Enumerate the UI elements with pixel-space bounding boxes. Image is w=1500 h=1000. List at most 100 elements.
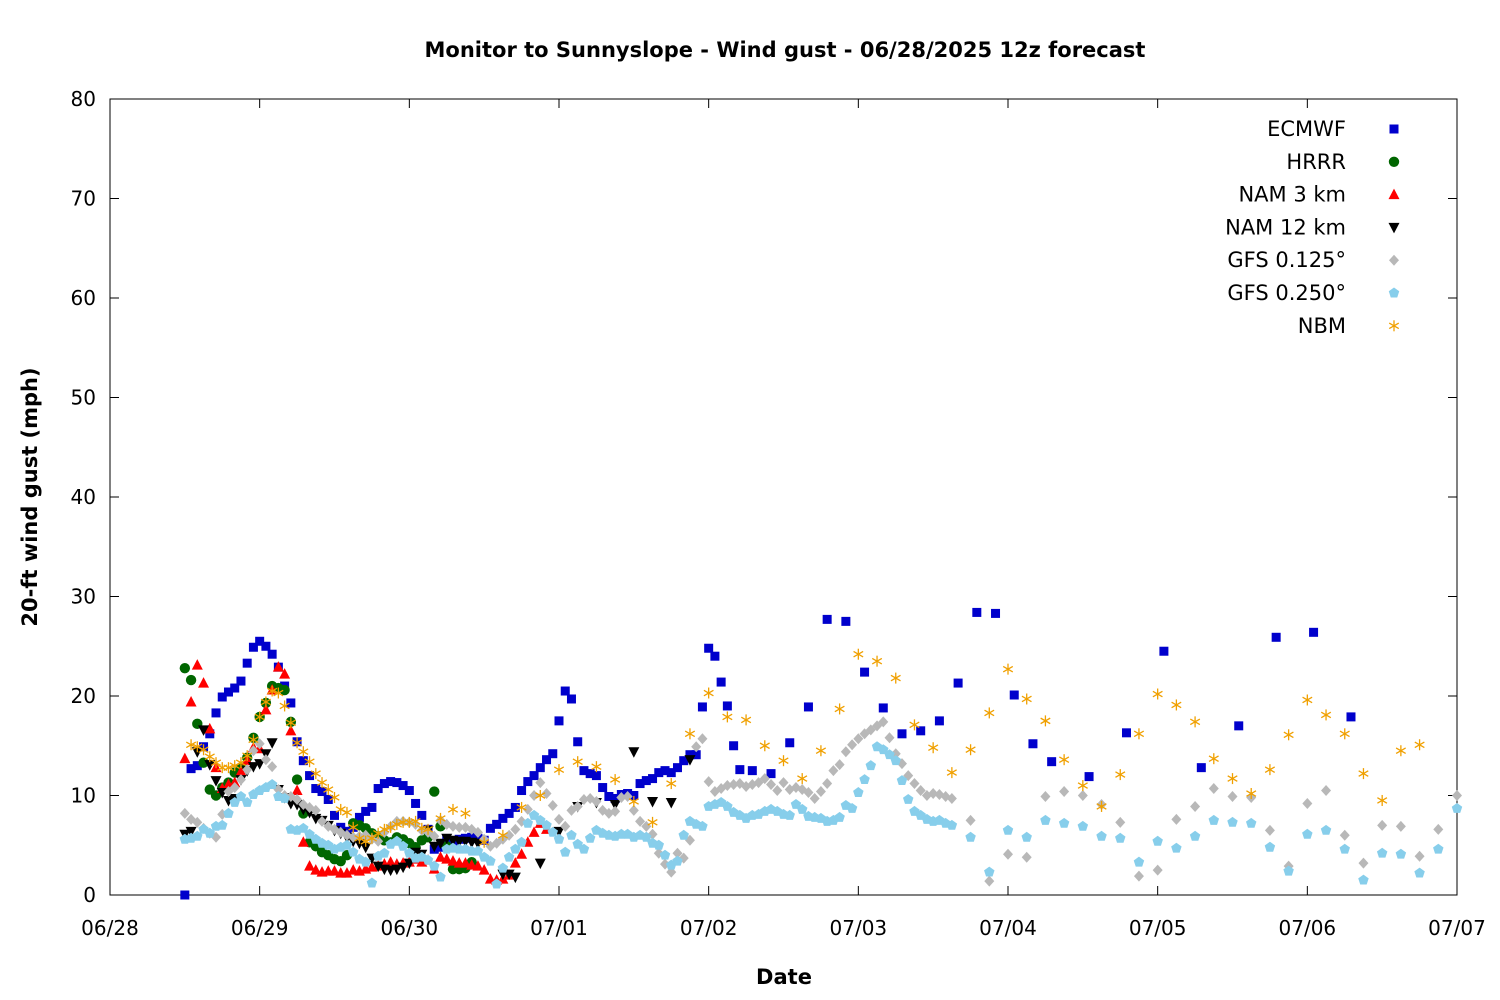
data-point-nbm (853, 648, 864, 660)
data-point-nam-12-km (628, 747, 640, 758)
data-point-gfs-0-250 (1395, 848, 1407, 859)
data-point-nbm (928, 742, 939, 754)
data-point-ecmwf (1196, 763, 1206, 773)
y-tick-label: 70 (71, 187, 96, 211)
data-point-nbm (890, 672, 901, 684)
data-point-gfs-0-125 (759, 773, 770, 785)
data-point-gfs-0-125 (1077, 790, 1088, 801)
legend-marker-nam-3-km (1388, 188, 1400, 200)
data-point-gfs-0-250 (304, 828, 315, 839)
data-point-nbm (379, 823, 390, 835)
data-point-nam-12-km (428, 841, 440, 853)
data-point-ecmwf (373, 784, 383, 794)
data-point-ecmwf (785, 738, 795, 748)
data-point-nbm (1227, 773, 1238, 785)
data-point-gfs-0-125 (834, 759, 845, 771)
data-point-gfs-0-250 (298, 822, 309, 833)
data-point-nam-3-km (385, 856, 397, 867)
data-point-nam-3-km (285, 724, 297, 736)
data-point-ecmwf (354, 812, 364, 822)
x-tick-label: 07/04 (979, 916, 1037, 940)
legend-label-ecmwf: ECMWF (1267, 117, 1346, 141)
x-axis: 06/28 06/29 06/30 07/01 07/02 07/03 07/04 07/05… (81, 99, 1486, 940)
data-point-gfs-0-125 (628, 804, 639, 816)
data-point-gfs-0-250 (790, 798, 802, 809)
data-point-ecmwf (223, 687, 233, 697)
data-point-nbm (341, 806, 353, 818)
data-point-gfs-0-125 (828, 765, 839, 777)
data-point-nam-12-km (185, 826, 197, 838)
data-point-ecmwf (305, 771, 315, 781)
data-point-ecmwf (504, 808, 514, 818)
data-point-nbm (871, 655, 883, 667)
data-point-gfs-0-250 (1302, 828, 1313, 839)
data-point-nbm (778, 755, 789, 767)
data-point-ecmwf (841, 616, 851, 626)
data-point-gfs-0-125 (447, 820, 458, 832)
data-point-ecmwf (248, 642, 258, 652)
data-point-ecmwf (897, 729, 907, 739)
data-point-nbm (740, 714, 752, 726)
data-point-gfs-0-250 (510, 843, 521, 854)
data-point-gfs-0-125 (1059, 786, 1070, 798)
data-point-gfs-0-125 (1414, 850, 1425, 862)
data-point-gfs-0-125 (928, 788, 939, 800)
series-gfs-0-250 (179, 741, 1463, 889)
data-point-gfs-0-250 (578, 843, 590, 854)
data-point-gfs-0-250 (241, 796, 253, 807)
legend-label-gfs-0-250: GFS 0.250° (1227, 281, 1346, 305)
data-point-nam-12-km (509, 872, 521, 884)
data-point-nbm (516, 801, 527, 813)
data-point-gfs-0-250 (360, 856, 371, 867)
data-point-nbm (703, 687, 714, 699)
data-point-gfs-0-125 (429, 830, 440, 842)
data-point-nbm (1021, 693, 1032, 705)
data-point-nbm (1395, 745, 1406, 757)
data-point-gfs-0-125 (915, 785, 926, 797)
data-point-gfs-0-125 (229, 782, 240, 794)
data-point-ecmwf (1121, 728, 1131, 738)
data-point-gfs-0-125 (292, 793, 303, 805)
legend-marker-nbm (1388, 320, 1400, 332)
data-point-nbm (235, 757, 247, 769)
data-point-gfs-0-250 (1208, 814, 1220, 825)
data-point-nbm (185, 739, 197, 751)
legend-label-nam-12-km: NAM 12 km (1225, 215, 1346, 239)
data-point-gfs-0-125 (616, 791, 627, 803)
data-point-gfs-0-125 (1171, 813, 1182, 825)
data-point-ecmwf (242, 658, 252, 668)
data-point-ecmwf (629, 791, 639, 800)
data-point-nbm (248, 734, 259, 746)
data-point-nbm (759, 740, 770, 752)
y-tick-label: 80 (71, 87, 96, 111)
data-point-gfs-0-250 (535, 814, 546, 825)
data-point-ecmwf (953, 678, 963, 688)
data-point-gfs-0-125 (578, 793, 589, 805)
data-point-ecmwf (747, 766, 757, 776)
data-point-gfs-0-250 (217, 819, 228, 830)
series-layer (179, 607, 1463, 900)
data-point-nam-12-km (204, 760, 216, 771)
data-point-gfs-0-250 (235, 791, 247, 801)
data-point-gfs-0-250 (1451, 802, 1463, 813)
data-point-gfs-0-125 (535, 777, 546, 789)
data-point-gfs-0-125 (728, 779, 739, 791)
data-point-nam-12-km (372, 861, 384, 873)
data-point-gfs-0-250 (1021, 831, 1032, 842)
data-point-nam-12-km (647, 796, 659, 808)
chart-title: Monitor to Sunnyslope - Wind gust - 06/2… (425, 38, 1146, 62)
data-point-ecmwf (267, 649, 277, 659)
data-point-gfs-0-125 (1003, 848, 1013, 860)
data-point-gfs-0-250 (1096, 830, 1107, 841)
data-point-nbm (1171, 699, 1182, 711)
data-point-gfs-0-250 (1002, 824, 1014, 835)
data-point-ecmwf (554, 716, 564, 726)
data-point-gfs-0-125 (778, 777, 789, 789)
data-point-nbm (329, 791, 340, 803)
data-point-ecmwf (654, 768, 664, 778)
data-point-gfs-0-250 (865, 760, 877, 771)
data-point-ecmwf (604, 791, 614, 801)
data-point-gfs-0-125 (722, 780, 733, 792)
data-point-ecmwf (192, 761, 202, 771)
